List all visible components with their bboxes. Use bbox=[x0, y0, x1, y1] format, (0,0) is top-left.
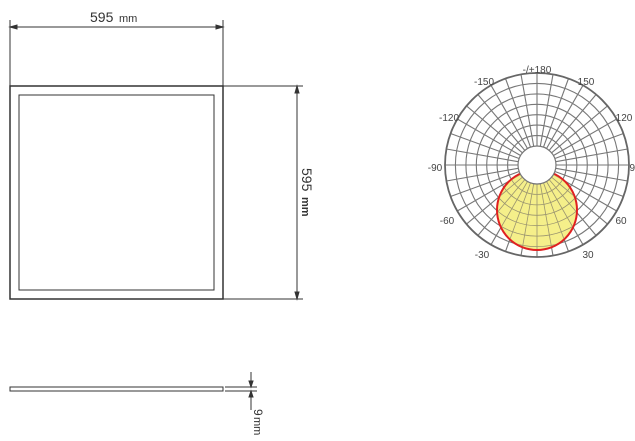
polar-spoke bbox=[450, 132, 520, 160]
angle-label-mid-upper-left: -120 bbox=[439, 113, 459, 124]
thickness-unit: mm bbox=[251, 417, 263, 435]
polar-spoke bbox=[520, 74, 535, 147]
polar-spoke bbox=[490, 85, 528, 149]
polar-spoke bbox=[466, 105, 523, 154]
front-view: 595 mm 595 mm bbox=[8, 9, 315, 301]
width-value: 595 bbox=[90, 9, 114, 25]
height-unit: mm bbox=[299, 197, 311, 217]
angle-label-bottom-left: -30 bbox=[475, 250, 490, 261]
polar-spoke bbox=[457, 118, 521, 156]
angle-label-lower-left: -60 bbox=[440, 216, 455, 227]
polar-spoke bbox=[554, 170, 624, 198]
angle-label-left: -90 bbox=[428, 163, 443, 174]
arrowhead-bottom bbox=[294, 291, 300, 301]
arrowhead-left bbox=[8, 24, 18, 30]
arrowhead-right bbox=[215, 24, 225, 30]
thickness-label: 9 mm bbox=[251, 409, 265, 435]
polar-diagram: -/+180 -150 150 -120 120 -90 90 -60 60 -… bbox=[428, 65, 635, 261]
polar-spoke bbox=[553, 118, 617, 156]
thickness-dimension bbox=[225, 372, 257, 410]
width-dimension bbox=[8, 20, 225, 86]
height-value: 595 bbox=[299, 168, 315, 192]
panel-inner-frame bbox=[18, 94, 215, 291]
height-dimension bbox=[223, 84, 303, 301]
polar-spoke bbox=[539, 74, 554, 147]
panel-side-profile bbox=[9, 386, 224, 392]
polar-spoke bbox=[446, 148, 519, 163]
side-view: 9 mm bbox=[9, 372, 265, 435]
angle-label-mid-upper-right: 120 bbox=[616, 113, 633, 124]
polar-spoke bbox=[551, 105, 608, 154]
polar-spoke bbox=[555, 167, 628, 182]
beam-grid-spoke bbox=[498, 176, 523, 225]
height-label: 595 mm bbox=[299, 168, 315, 217]
polar-spoke bbox=[554, 132, 624, 160]
polar-spoke bbox=[504, 78, 532, 148]
angle-label-lower-right: 60 bbox=[615, 216, 627, 227]
polar-spoke bbox=[477, 94, 526, 151]
beam-grid-spoke bbox=[551, 176, 576, 225]
polar-center-circle bbox=[517, 145, 557, 185]
arrowhead-top bbox=[294, 84, 300, 94]
polar-spoke bbox=[446, 167, 519, 182]
angle-label-right: 90 bbox=[629, 163, 635, 174]
thickness-value: 9 bbox=[251, 409, 265, 416]
polar-spoke bbox=[548, 94, 597, 151]
angle-label-bottom-right: 30 bbox=[582, 250, 594, 261]
angle-label-top: -/+180 bbox=[523, 65, 552, 76]
beam-grid-spoke bbox=[520, 183, 535, 249]
polar-spoke bbox=[555, 148, 628, 163]
width-unit: mm bbox=[119, 13, 137, 25]
arrowhead-down bbox=[248, 380, 254, 389]
beam-grid-spoke bbox=[498, 181, 528, 245]
angle-label-upper-right: 150 bbox=[578, 77, 595, 88]
polar-spoke bbox=[450, 170, 520, 198]
beam-grid-spoke bbox=[539, 183, 554, 249]
panel-outer-frame bbox=[9, 85, 224, 300]
polar-outer-ring bbox=[444, 72, 630, 258]
beam-grid-spoke bbox=[548, 179, 576, 236]
angle-label-upper-left: -150 bbox=[474, 77, 494, 88]
polar-spoke bbox=[542, 78, 570, 148]
polar-spoke bbox=[546, 85, 584, 149]
beam-grid-spoke bbox=[546, 181, 576, 245]
arrowhead-up bbox=[248, 389, 254, 398]
beam-grid-spoke bbox=[498, 179, 526, 236]
